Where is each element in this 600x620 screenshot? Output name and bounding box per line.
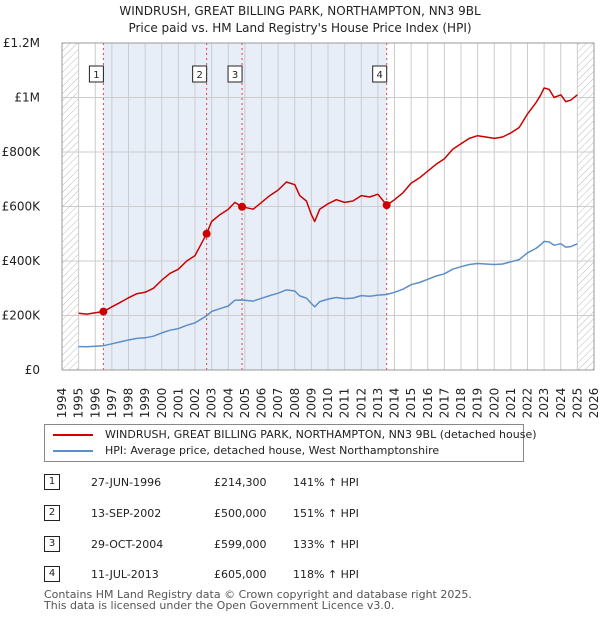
x-tick-label: 2016 — [421, 388, 435, 419]
transaction-price: £214,300 — [214, 476, 267, 489]
transaction-label-box — [88, 65, 104, 83]
transaction-marker — [382, 201, 391, 210]
transaction-date: 11-JUL-2013 — [91, 568, 159, 581]
transaction-marker — [99, 307, 108, 316]
y-tick-label: £1M — [14, 91, 40, 105]
transaction-marker — [202, 229, 211, 238]
x-tick-label: 2004 — [221, 388, 235, 419]
transaction-label-box — [227, 65, 243, 83]
x-tick-label: 2008 — [288, 388, 302, 419]
transaction-date: 27-JUN-1996 — [91, 476, 162, 489]
x-tick-label: 2000 — [155, 388, 169, 419]
transaction-price: £500,000 — [214, 507, 267, 520]
x-tick-label: 1996 — [88, 388, 102, 419]
x-tick-label: 1995 — [72, 388, 86, 419]
x-tick-label: 2023 — [537, 388, 551, 419]
legend-label-hpi: HPI: Average price, detached house, West… — [105, 444, 440, 457]
legend-swatch-hpi — [53, 450, 93, 452]
transaction-label: 3 — [232, 70, 238, 81]
transaction-number: 2 — [44, 505, 60, 521]
y-tick-label: £600K — [2, 200, 42, 214]
x-tick-label: 2006 — [255, 388, 269, 419]
transaction-label-box — [192, 65, 208, 83]
y-tick-label: £800K — [2, 145, 42, 159]
transaction-hpi-change: 118% ↑ HPI — [293, 568, 359, 581]
chart-title: WINDRUSH, GREAT BILLING PARK, NORTHAMPTO… — [0, 3, 600, 37]
x-tick-label: 2017 — [437, 388, 451, 419]
legend: WINDRUSH, GREAT BILLING PARK, NORTHAMPTO… — [44, 424, 537, 462]
transaction-number: 4 — [44, 566, 60, 582]
transaction-hpi-change: 151% ↑ HPI — [293, 507, 359, 520]
x-tick-label: 2014 — [388, 388, 402, 419]
x-tick-label: 2003 — [205, 388, 219, 419]
x-tick-label: 2002 — [188, 388, 202, 419]
property-price-line — [78, 87, 578, 315]
transaction-lines-layer: 1 2 3 4 — [88, 43, 388, 370]
x-tick-label: 1997 — [105, 388, 119, 419]
x-tick-label: 2020 — [487, 388, 501, 419]
chart-title-line1: WINDRUSH, GREAT BILLING PARK, NORTHAMPTO… — [119, 4, 481, 18]
y-tick-label: £1.2M — [3, 36, 40, 50]
legend-swatch-property — [53, 434, 93, 436]
footer: Contains HM Land Registry data © Crown c… — [44, 589, 472, 611]
grid-layer — [61, 42, 595, 371]
x-tick-label: 2024 — [554, 388, 568, 419]
hpi-line — [78, 240, 578, 348]
transaction-date: 29-OCT-2004 — [91, 538, 164, 551]
transaction-number: 1 — [44, 474, 60, 490]
x-tick-label: 2013 — [371, 388, 385, 419]
y-tick-label: £400K — [2, 254, 42, 268]
transaction-label: 1 — [93, 70, 99, 81]
transaction-label-box — [372, 65, 388, 83]
transaction-marker — [238, 202, 247, 211]
footer-copyright: Contains HM Land Registry data © Crown c… — [44, 588, 472, 601]
y-tick-label: £0 — [25, 363, 40, 377]
x-tick-label: 2021 — [504, 388, 518, 419]
transaction-label: 2 — [196, 70, 202, 81]
x-tick-label: 1994 — [55, 388, 69, 419]
x-tick-label: 2012 — [354, 388, 368, 419]
x-tick-label: 2001 — [171, 388, 185, 419]
y-tick-label: £200K — [2, 309, 42, 323]
transaction-price: £605,000 — [214, 568, 267, 581]
x-tick-label: 2007 — [271, 388, 285, 419]
x-tick-label: 2005 — [238, 388, 252, 419]
transaction-hpi-change: 141% ↑ HPI — [293, 476, 359, 489]
transaction-price: £599,000 — [214, 538, 267, 551]
series-layer — [78, 87, 578, 348]
x-tick-label: 2025 — [570, 388, 584, 419]
plot-frame — [61, 42, 595, 371]
transaction-hpi-change: 133% ↑ HPI — [293, 538, 359, 551]
footer-licence: This data is licensed under the Open Gov… — [44, 599, 395, 612]
x-tick-label: 2015 — [404, 388, 418, 419]
transaction-markers-layer — [99, 201, 391, 316]
x-tick-label: 1999 — [138, 388, 152, 419]
transaction-date: 13-SEP-2002 — [91, 507, 162, 520]
transaction-number: 3 — [44, 536, 60, 552]
x-tick-label: 2019 — [471, 388, 485, 419]
legend-label-property: WINDRUSH, GREAT BILLING PARK, NORTHAMPTO… — [105, 428, 537, 441]
x-tick-label: 2022 — [521, 388, 535, 419]
x-tick-label: 2011 — [338, 388, 352, 419]
x-tick-label: 2009 — [304, 388, 318, 419]
x-tick-label: 1998 — [122, 388, 136, 419]
chart-title-line2: Price paid vs. HM Land Registry's House … — [128, 21, 472, 35]
transaction-label: 4 — [376, 70, 382, 81]
x-tick-label: 2018 — [454, 388, 468, 419]
x-tick-label: 2026 — [587, 388, 600, 419]
x-tick-label: 2010 — [321, 388, 335, 419]
